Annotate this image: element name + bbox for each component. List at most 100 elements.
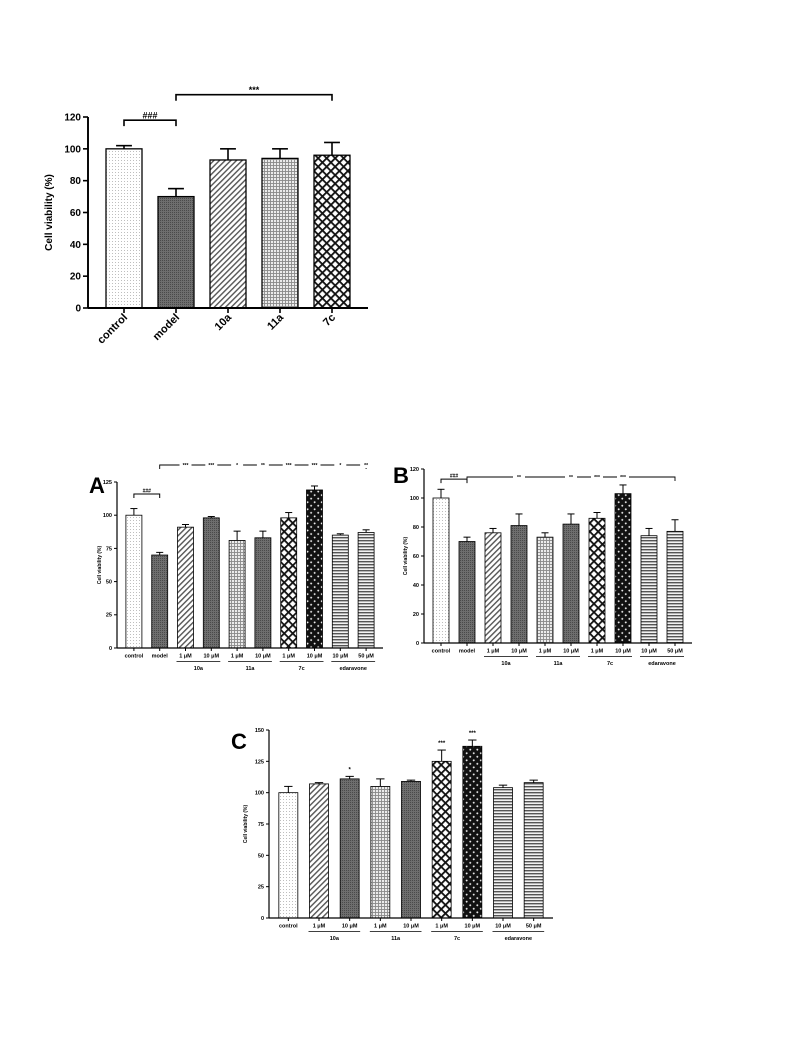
label-gap xyxy=(231,462,244,468)
x-tick-label: model xyxy=(152,654,169,660)
panel-label: B xyxy=(393,463,409,488)
x-tick-label: 10 μM xyxy=(563,649,579,655)
x-tick-label: 1 μM xyxy=(179,654,192,660)
bar xyxy=(666,530,684,644)
bar xyxy=(640,535,658,644)
y-tick-label: 60 xyxy=(70,208,82,219)
bar xyxy=(261,157,299,309)
y-tick-label: 25 xyxy=(258,885,264,891)
label-gap xyxy=(205,462,218,468)
bar xyxy=(493,787,513,919)
x-tick-label: 11a xyxy=(265,311,287,333)
bar xyxy=(536,536,554,644)
group-label: 7c xyxy=(299,666,305,672)
significance-label: *** xyxy=(286,463,292,469)
group-label: 10a xyxy=(194,666,204,672)
bar xyxy=(177,526,194,649)
x-tick-label: 10 μM xyxy=(204,654,220,660)
y-tick-label: 80 xyxy=(413,525,419,531)
significance-label: * xyxy=(339,463,341,469)
y-tick-label: 100 xyxy=(64,144,81,155)
y-tick-label: 120 xyxy=(64,113,81,124)
x-tick-label: control xyxy=(279,924,298,930)
bar xyxy=(209,159,247,309)
group-label: 11a xyxy=(554,661,564,667)
significance-bracket xyxy=(133,493,161,498)
panel-label: A xyxy=(89,473,105,498)
y-tick-label: 40 xyxy=(413,583,419,589)
label-gap xyxy=(308,462,321,468)
y-axis-label: Cell viability (%) xyxy=(44,174,55,251)
label-gap xyxy=(565,474,577,480)
significance-label: ** xyxy=(261,463,265,469)
x-tick-label: control xyxy=(432,649,451,655)
x-tick-label: 10 μM xyxy=(342,924,358,930)
y-tick-label: 50 xyxy=(258,853,264,859)
y-axis-label: Cell viability (%) xyxy=(243,804,249,843)
group-label: 11a xyxy=(246,666,256,672)
x-tick-label: 10 μM xyxy=(641,649,657,655)
significance-star: *** xyxy=(469,731,477,737)
significance-bracket xyxy=(440,478,468,484)
x-tick-label: 10 μM xyxy=(403,924,419,930)
x-tick-label: 1 μM xyxy=(591,649,604,655)
significance-label: *** xyxy=(594,475,600,481)
y-tick-label: 150 xyxy=(255,728,264,734)
bar xyxy=(151,554,169,649)
x-tick-label: 1 μM xyxy=(374,924,387,930)
y-tick-label: 100 xyxy=(410,496,419,502)
x-tick-label: 1 μM xyxy=(231,654,244,660)
label-gap xyxy=(617,474,629,480)
chart-C: C 0 25 50 75 100 125 150 Cell viability (%) contr… xyxy=(231,728,553,942)
y-tick-label: 75 xyxy=(258,822,264,828)
group-label: 10a xyxy=(330,936,340,942)
label-gap xyxy=(513,474,525,480)
group-label: edaravone xyxy=(339,666,367,672)
x-tick-label: 1 μM xyxy=(282,654,295,660)
y-tick-label: 120 xyxy=(410,467,419,473)
x-tick-label: control xyxy=(95,312,130,347)
bar xyxy=(306,489,323,649)
y-tick-label: 25 xyxy=(106,613,112,619)
y-tick-label: 60 xyxy=(413,554,419,560)
label-gap xyxy=(256,462,269,468)
bar xyxy=(431,760,452,919)
label-gap xyxy=(591,474,603,480)
bar xyxy=(484,532,502,644)
bar xyxy=(313,154,351,309)
significance-bracket xyxy=(175,93,333,101)
y-tick-label: 75 xyxy=(106,546,112,552)
y-tick-label: 40 xyxy=(70,240,82,251)
significance-label: ### xyxy=(143,488,152,494)
significance-label: *** xyxy=(183,463,189,469)
y-tick-label: 20 xyxy=(70,272,82,283)
x-tick-label: model xyxy=(151,312,182,343)
x-tick-label: control xyxy=(125,654,144,660)
bar xyxy=(331,534,349,649)
label-gap xyxy=(179,462,192,468)
y-tick-label: 125 xyxy=(255,759,264,765)
x-tick-label: 10 μM xyxy=(495,924,511,930)
significance-bracket xyxy=(123,119,177,127)
panel-label: C xyxy=(231,729,247,754)
bar xyxy=(614,493,632,644)
x-tick-label: 10a xyxy=(213,311,235,333)
y-tick-label: 50 xyxy=(106,580,112,586)
bar xyxy=(458,541,476,644)
chart-B: B 0 20 40 60 80 100 120 Cell viability (%) contro… xyxy=(393,463,692,667)
y-tick-label: 100 xyxy=(103,513,112,519)
group-label: 7c xyxy=(607,661,613,667)
charts-layer: 0 20 40 60 80 100 120 Cell viability (%) control… xyxy=(44,85,692,942)
significance-label: ### xyxy=(142,111,157,121)
y-tick-label: 125 xyxy=(103,480,112,486)
x-tick-label: 50 μM xyxy=(526,924,542,930)
label-gap xyxy=(282,462,295,468)
y-tick-label: 80 xyxy=(70,176,82,187)
x-tick-label: 50 μM xyxy=(358,654,374,660)
chart-A: A 0 25 50 75 100 125 Cell viability (%) control m… xyxy=(89,462,383,672)
significance-label: ** xyxy=(569,475,573,481)
bar xyxy=(462,745,483,919)
bar xyxy=(562,523,580,644)
y-tick-label: 20 xyxy=(413,612,419,618)
